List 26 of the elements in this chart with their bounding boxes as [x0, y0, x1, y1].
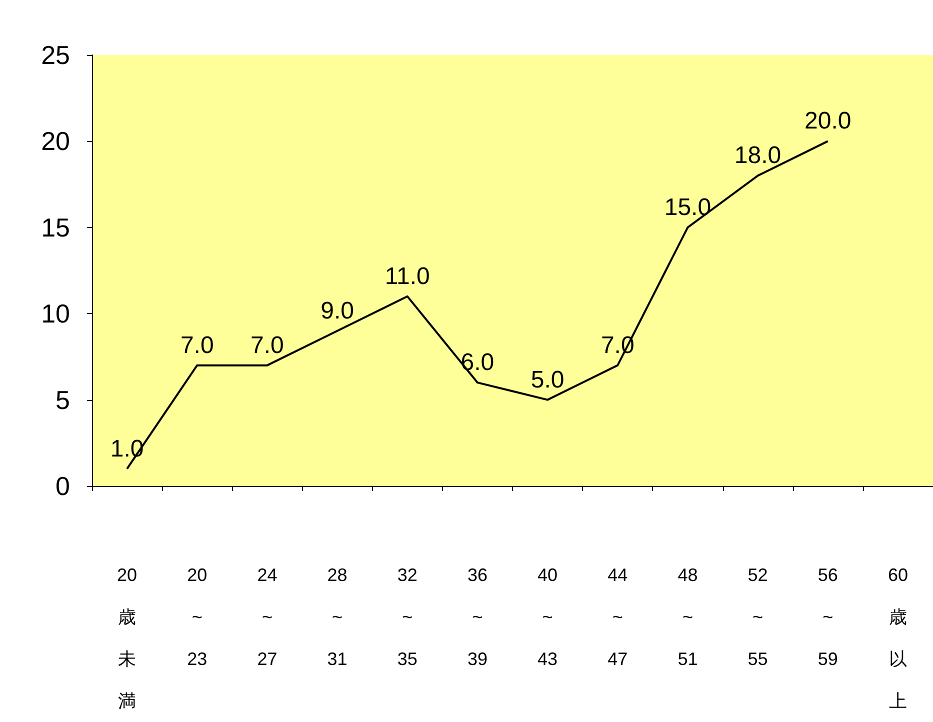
data-label: 20.0 — [804, 108, 852, 135]
data-label: 9.0 — [320, 297, 354, 324]
y-tick-label: 0 — [56, 471, 70, 501]
y-tick-label: 25 — [41, 40, 70, 70]
category-label: 36~39 — [467, 565, 488, 669]
y-tick-label: 10 — [41, 298, 70, 329]
category-label: 56~59 — [818, 565, 838, 669]
data-label: 5.0 — [530, 366, 564, 394]
data-label: 7.0 — [250, 332, 284, 359]
category-label: 28~31 — [327, 565, 348, 669]
data-label: 7.0 — [180, 332, 214, 359]
category-label: 52~55 — [748, 565, 768, 669]
data-label: 15.0 — [664, 194, 712, 221]
category-label: 48~51 — [678, 565, 698, 669]
category-label: 20~23 — [187, 565, 208, 669]
category-label: 20歳未満 — [117, 565, 138, 711]
category-label: 32~35 — [397, 565, 418, 669]
data-label: 18.0 — [734, 142, 782, 170]
y-tick-label: 15 — [41, 212, 70, 242]
category-label: 44~47 — [608, 565, 628, 669]
category-label: 40~43 — [538, 565, 558, 669]
data-label: 11.0 — [384, 262, 430, 290]
category-label: 60歳以上 — [888, 565, 908, 711]
y-tick-label: 20 — [41, 126, 70, 156]
category-label: 24~27 — [257, 565, 278, 669]
y-tick-label: 5 — [56, 384, 70, 415]
